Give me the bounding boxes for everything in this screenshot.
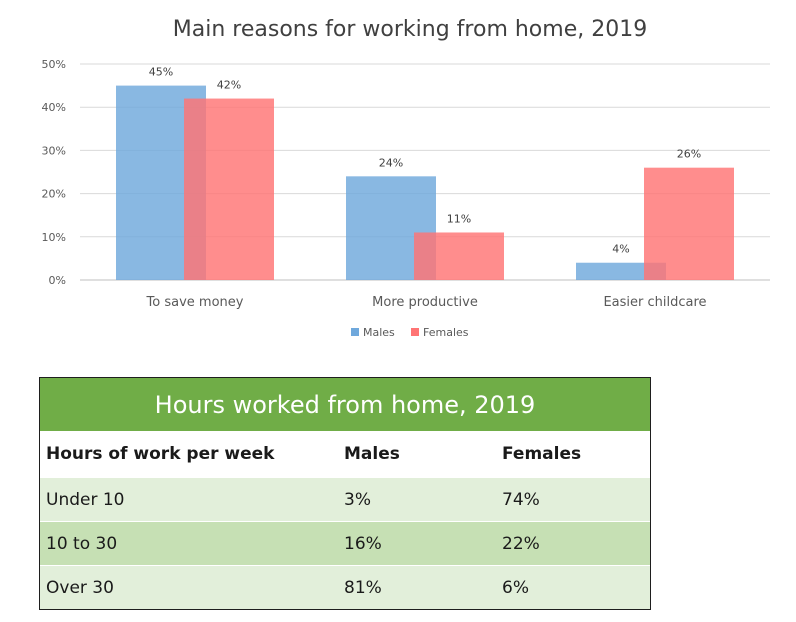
bar-males — [576, 262, 666, 280]
data-label: 4% — [612, 243, 629, 256]
y-tick-label: 50% — [42, 58, 66, 71]
table-title: Hours worked from home, 2019 — [40, 378, 650, 431]
y-tick-label: 0% — [49, 274, 66, 287]
data-label: 45% — [149, 66, 173, 79]
table-row: Over 30 81% 6% — [40, 565, 650, 609]
bar-females — [644, 167, 734, 280]
cell-hours: Over 30 — [46, 577, 114, 598]
table-row: Under 10 3% 74% — [40, 477, 650, 521]
data-label: 26% — [677, 148, 701, 161]
header-females: Females — [502, 444, 582, 464]
bar-females — [184, 98, 274, 280]
legend-swatch-females — [411, 328, 419, 336]
cell-females: 6% — [502, 577, 529, 598]
header-hours: Hours of work per week — [46, 444, 275, 464]
legend-label-females: Females — [423, 326, 469, 339]
cell-males: 81% — [344, 577, 382, 598]
y-tick-label: 40% — [42, 101, 66, 114]
y-tick-label: 20% — [42, 188, 66, 201]
data-label: 11% — [447, 212, 471, 225]
cell-females: 74% — [502, 489, 540, 510]
legend-label-males: Males — [363, 326, 395, 339]
category-label: Easier childcare — [603, 295, 706, 310]
cell-females: 22% — [502, 533, 540, 554]
cell-hours: 10 to 30 — [46, 533, 118, 554]
category-label: More productive — [372, 295, 478, 310]
cell-hours: Under 10 — [46, 489, 125, 510]
chart-svg: Main reasons for working from home, 2019… — [42, 17, 770, 339]
header-males: Males — [344, 444, 400, 464]
hours-table: Hours worked from home, 2019 Hours of wo… — [39, 377, 651, 610]
cell-males: 3% — [344, 489, 371, 510]
legend-swatch-males — [351, 328, 359, 336]
chart-title: Main reasons for working from home, 2019 — [173, 17, 647, 42]
data-label: 42% — [217, 79, 241, 92]
table-header-row: Hours of work per week Males Females — [40, 431, 650, 477]
cell-males: 16% — [344, 533, 382, 554]
y-tick-label: 10% — [42, 231, 66, 244]
y-tick-label: 30% — [42, 144, 66, 157]
data-label: 24% — [379, 156, 403, 169]
table-row: 10 to 30 16% 22% — [40, 521, 650, 565]
bar-chart: Main reasons for working from home, 2019… — [42, 17, 770, 339]
bar-females — [414, 232, 504, 280]
category-label: To save money — [146, 295, 244, 310]
